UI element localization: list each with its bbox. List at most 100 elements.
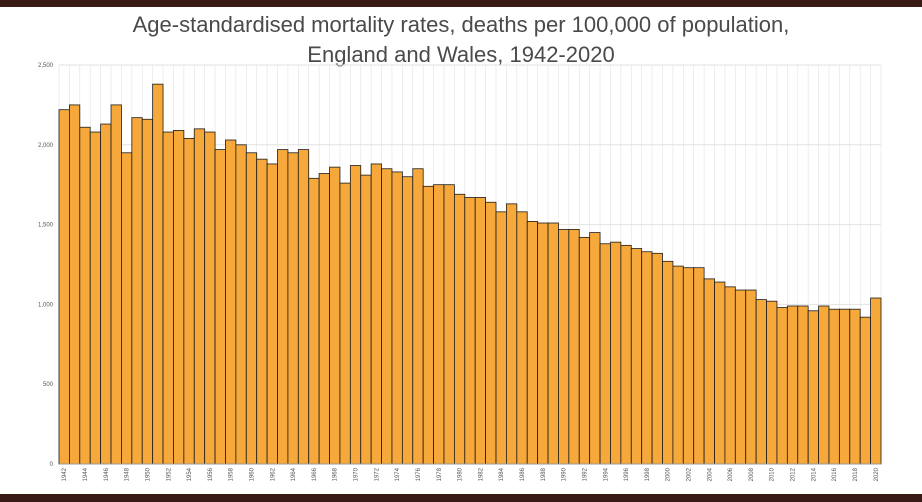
bar-1958 [225, 139, 237, 465]
x-tick-label: 1956 [208, 467, 214, 481]
x-tick-label: 2012 [791, 467, 797, 481]
x-tick-label: 2008 [749, 467, 755, 481]
bar-1950 [141, 118, 154, 465]
bar-2015 [818, 305, 830, 465]
bar-1979 [443, 184, 455, 465]
bar-2002 [682, 267, 695, 465]
y-tick-label: 1,500 [38, 223, 54, 229]
x-tick-label: 2010 [770, 467, 776, 481]
bar-1978 [433, 184, 445, 465]
bar-1988 [537, 222, 549, 465]
x-tick-label: 1954 [187, 467, 193, 481]
x-tick-label: 1946 [104, 467, 110, 481]
bar-1948 [121, 152, 133, 465]
bar-1985 [506, 203, 518, 465]
bar-1993 [589, 232, 601, 465]
bar-1946 [100, 123, 112, 465]
bar-2007 [734, 289, 747, 465]
bar-1991 [568, 228, 580, 465]
x-tick-label: 1952 [166, 467, 172, 481]
x-tick-label: 1962 [270, 467, 276, 481]
x-tick-label: 1998 [645, 467, 651, 481]
bar-1996 [620, 244, 632, 465]
bar-1990 [558, 228, 570, 465]
x-tick-label: 1972 [374, 467, 380, 481]
bar-2010 [766, 300, 778, 465]
x-tick-label: 1988 [541, 467, 547, 481]
bar-1952 [162, 131, 174, 465]
x-tick-label: 1944 [83, 467, 89, 481]
chart-title: Age-standardised mortality rates, deaths… [0, 10, 922, 70]
x-tick-label: 2020 [874, 467, 880, 481]
bar-1998 [641, 251, 653, 465]
bar-1995 [610, 241, 622, 465]
bar-1983 [485, 201, 497, 465]
x-tick-label: 2014 [811, 467, 817, 481]
x-tick-label: 1960 [249, 467, 255, 481]
x-tick-label: 1974 [395, 467, 401, 481]
x-tick-label: 2000 [666, 467, 672, 481]
bar-1967 [318, 173, 330, 465]
bar-1947 [110, 104, 122, 465]
x-tick-label: 2002 [687, 467, 693, 481]
bar-1973 [381, 168, 393, 465]
y-tick-label: 1,000 [38, 302, 54, 308]
bar-1962 [266, 163, 278, 465]
bar-1974 [391, 171, 403, 465]
bar-1944 [79, 126, 91, 465]
bar-1970 [349, 165, 362, 465]
bar-1956 [204, 131, 216, 465]
x-tick-label: 1980 [458, 467, 464, 481]
bar-2016 [828, 308, 840, 465]
bar-2019 [859, 316, 871, 465]
bar-1942 [58, 109, 70, 465]
bar-1989 [547, 222, 559, 465]
bar-1954 [183, 138, 195, 465]
bar-2005 [714, 281, 726, 465]
bar-1972 [370, 163, 382, 465]
bar-1997 [630, 248, 643, 465]
bar-1945 [89, 131, 102, 465]
x-tick-label: 1992 [582, 467, 588, 481]
y-tick-label: 2,500 [38, 63, 54, 69]
x-tick-label: 1984 [499, 467, 505, 481]
bar-1969 [339, 182, 351, 465]
x-tick-label: 1996 [624, 467, 630, 481]
x-tick-label: 1990 [562, 467, 568, 481]
bar-1955 [193, 128, 206, 465]
x-tick-label: 1958 [229, 467, 235, 481]
bar-1999 [651, 252, 663, 465]
x-tick-label: 2016 [832, 467, 838, 481]
y-tick-label: 0 [50, 462, 54, 468]
bar-1975 [401, 176, 414, 465]
bar-2012 [786, 305, 799, 465]
bar-2000 [662, 260, 674, 465]
x-tick-label: 2018 [853, 467, 859, 481]
bar-1966 [308, 177, 320, 465]
x-tick-label: 1976 [416, 467, 422, 481]
bar-2009 [755, 299, 767, 465]
y-tick-label: 2,000 [38, 143, 54, 149]
x-tick-label: 1978 [437, 467, 443, 481]
bar-1959 [235, 144, 247, 465]
x-tick-label: 1994 [603, 467, 609, 481]
bar-1964 [287, 152, 299, 465]
bar-1994 [599, 243, 611, 465]
x-tick-label: 1968 [333, 467, 339, 481]
x-tick-label: 1982 [478, 467, 484, 481]
bar-1949 [131, 117, 143, 465]
bar-2004 [703, 278, 715, 465]
bar-1981 [464, 197, 476, 465]
bar-2001 [672, 265, 684, 465]
bar-2014 [807, 310, 819, 465]
bar-1977 [422, 185, 434, 465]
bar-1971 [360, 174, 372, 465]
x-tick-label: 1966 [312, 467, 318, 481]
bar-1943 [69, 104, 81, 465]
bar-1953 [173, 130, 185, 465]
bar-1960 [245, 152, 258, 465]
x-tick-label: 2004 [707, 467, 713, 481]
bar-2003 [693, 267, 705, 465]
bar-2011 [776, 307, 788, 465]
